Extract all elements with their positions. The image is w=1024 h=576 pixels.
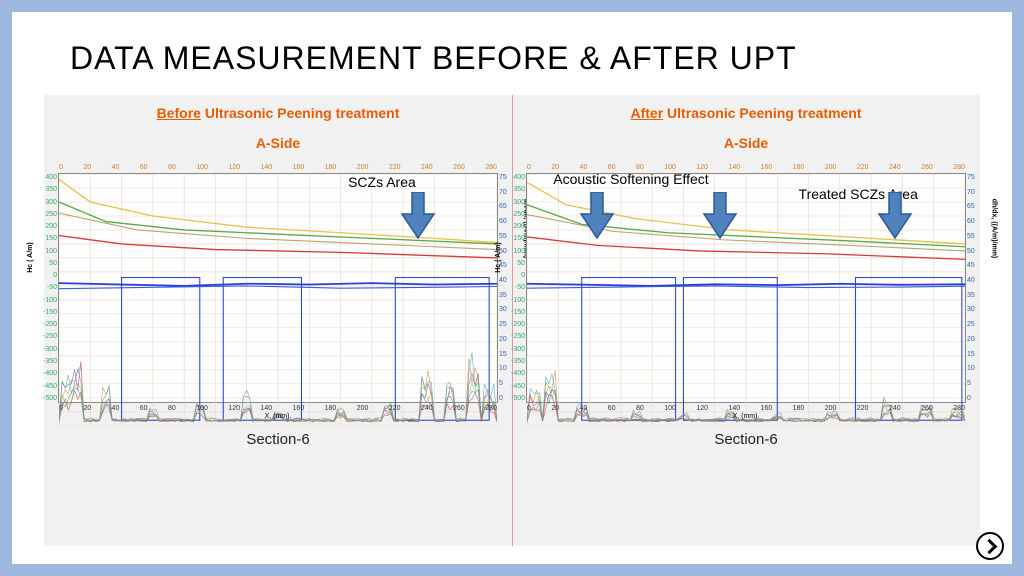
arrow-icon bbox=[877, 192, 913, 245]
xticks-bot-l: 020406080100120140160180200220240260280 bbox=[59, 405, 497, 412]
before-u: Before bbox=[157, 105, 201, 121]
ylab-left-r: Hc ( A/m) bbox=[495, 242, 502, 272]
before-rest: Ultrasonic Peening treatment bbox=[201, 105, 399, 121]
arrow-icon bbox=[702, 192, 738, 245]
ylab-left-l: Hc ( A/m) bbox=[27, 242, 34, 272]
xlab-r: X, (mm). bbox=[733, 413, 760, 420]
panel-before: Before Ultrasonic Peening treatment A-Si… bbox=[44, 95, 512, 546]
ylab-right-r: dh/dx, ((A/m)/mm) bbox=[990, 199, 997, 259]
panel-after-sub: A-Side bbox=[526, 135, 966, 151]
slide-title: DATA MEASUREMENT BEFORE & AFTER UPT bbox=[70, 40, 797, 77]
annotation: Acoustic Softening Effect bbox=[553, 171, 708, 187]
panel-after-title: After Ultrasonic Peening treatment bbox=[526, 105, 966, 121]
arrow-icon bbox=[579, 192, 615, 245]
chart-before: 020406080100120140160180200220240260280 … bbox=[58, 173, 498, 403]
xticks-top-r: 020406080100120140160180200220240260280 bbox=[527, 164, 965, 171]
chart-after: 020406080100120140160180200220240260280 … bbox=[526, 173, 966, 403]
yticks-left-l: 400350300250200150100500-50-100-150-200-… bbox=[37, 174, 57, 402]
yticks-left-r: 400350300250200150100500-50-100-150-200-… bbox=[505, 174, 525, 402]
xticks-top-l: 020406080100120140160180200220240260280 bbox=[59, 164, 497, 171]
after-u: After bbox=[630, 105, 663, 121]
panels-container: Before Ultrasonic Peening treatment A-Si… bbox=[44, 95, 980, 546]
after-rest: Ultrasonic Peening treatment bbox=[663, 105, 861, 121]
xticks-bot-r: 020406080100120140160180200220240260280 bbox=[527, 405, 965, 412]
yticks-right-r: 757065605550454035302520151050 bbox=[967, 174, 985, 402]
panel-before-sub: A-Side bbox=[58, 135, 498, 151]
caption-after: Section-6 bbox=[526, 431, 966, 448]
arrow-icon bbox=[400, 192, 436, 245]
annotation: SCZs Area bbox=[348, 174, 416, 190]
panel-after: After Ultrasonic Peening treatment A-Sid… bbox=[512, 95, 980, 546]
panel-before-title: Before Ultrasonic Peening treatment bbox=[58, 105, 498, 121]
caption-before: Section-6 bbox=[58, 431, 498, 448]
xlab-l: X, (mm). bbox=[265, 413, 292, 420]
next-slide-button[interactable] bbox=[976, 532, 1004, 560]
